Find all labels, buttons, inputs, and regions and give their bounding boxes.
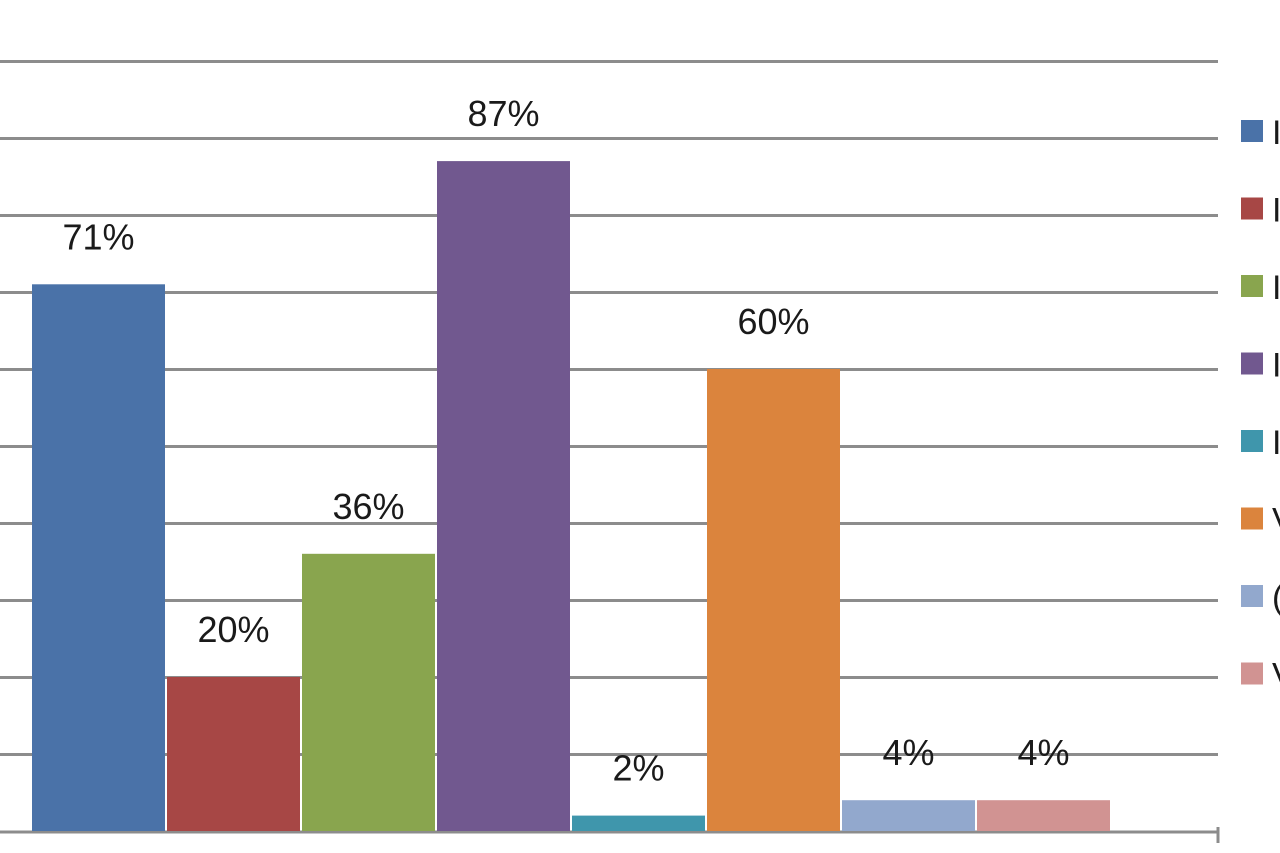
bar: [572, 815, 705, 831]
data-label: 60%: [737, 301, 809, 342]
bar: [977, 800, 1110, 831]
legend-swatch: [1241, 120, 1263, 142]
data-label: 4%: [1017, 732, 1069, 773]
legend-label: V: [1272, 657, 1280, 695]
data-label: 2%: [612, 748, 664, 789]
legend-swatch: [1241, 275, 1263, 297]
legend-swatch: [1241, 585, 1263, 607]
legend-swatch: [1241, 507, 1263, 530]
legend-label: I: [1272, 114, 1280, 152]
bar: [437, 161, 570, 832]
legend-label: I: [1272, 269, 1280, 307]
legend-label: (: [1272, 579, 1280, 617]
bar: [167, 677, 300, 831]
legend-swatch: [1241, 430, 1263, 452]
bar: [707, 369, 840, 831]
legend-label: I: [1272, 347, 1280, 385]
data-label: 4%: [882, 732, 934, 773]
legend-swatch: [1241, 197, 1263, 220]
data-label: 87%: [467, 93, 539, 134]
data-label: 20%: [197, 609, 269, 650]
bar: [32, 284, 165, 831]
legend-swatch: [1241, 352, 1263, 375]
legend-label: I: [1272, 192, 1280, 230]
bar: [842, 800, 975, 831]
data-label: 71%: [62, 216, 134, 257]
data-labels: 71% 20% 36% 87% 2% 60% 4% 4%: [62, 93, 1069, 789]
legend-swatch: [1241, 662, 1263, 685]
bars: [32, 161, 1110, 832]
legend: I I I I I V ( V: [1241, 114, 1280, 695]
legend-label: V: [1272, 502, 1280, 540]
legend-label: I: [1272, 424, 1280, 462]
bar: [302, 553, 435, 831]
data-label: 36%: [332, 486, 404, 527]
